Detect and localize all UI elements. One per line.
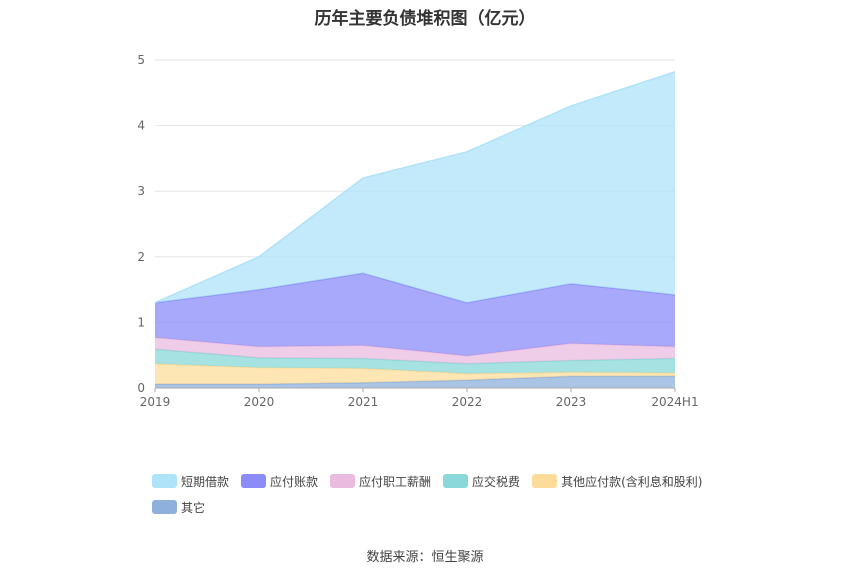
x-tick-label: 2020 <box>244 395 275 409</box>
axes: 0 1 2 3 4 5 2019 2020 2021 2022 2023 2024H1 <box>137 53 698 409</box>
legend-swatch <box>152 474 177 488</box>
y-tick-label: 2 <box>137 250 145 264</box>
legend-item[interactable]: 应交税费 <box>443 472 520 490</box>
chart-title: 历年主要负债堆积图（亿元） <box>314 9 536 29</box>
legend-swatch <box>532 474 558 488</box>
y-tick-label: 5 <box>137 53 145 67</box>
area-series-4 <box>155 273 675 356</box>
x-tick-label: 2021 <box>348 395 379 409</box>
legend-swatch <box>152 500 177 514</box>
chart-legend: 短期借款 应付账款 应付职工薪酬 应交税费 其他应付款(含利息和股利) 其它 <box>152 472 752 516</box>
legend-swatch <box>330 474 356 488</box>
x-tick-label: 2024H1 <box>651 395 698 409</box>
legend-label: 短期借款 <box>181 474 230 489</box>
legend-swatch <box>443 474 469 488</box>
legend-label: 应付职工薪酬 <box>359 474 432 489</box>
legend-label: 其他应付款(含利息和股利) <box>561 474 703 489</box>
legend-item[interactable]: 应付账款 <box>241 472 318 490</box>
y-tick-label: 4 <box>137 119 145 133</box>
legend-swatch <box>241 474 267 488</box>
legend-label: 应交税费 <box>472 474 521 489</box>
data-source-note: 数据来源：恒生聚源 <box>366 550 484 565</box>
y-tick-label: 1 <box>137 315 145 329</box>
legend-item[interactable]: 短期借款 <box>152 472 229 490</box>
legend-label: 其它 <box>181 500 206 515</box>
legend-label: 应付账款 <box>270 474 319 489</box>
x-tick-label: 2019 <box>140 395 171 409</box>
area-series-5 <box>155 71 675 303</box>
y-tick-label: 3 <box>137 184 145 198</box>
x-tick-label: 2022 <box>452 395 483 409</box>
x-tick-label: 2023 <box>556 395 587 409</box>
legend-item[interactable]: 其它 <box>152 498 205 516</box>
legend-item[interactable]: 应付职工薪酬 <box>330 472 431 490</box>
legend-item[interactable]: 其他应付款(含利息和股利) <box>532 472 702 490</box>
area-series-line-5 <box>154 71 676 304</box>
y-tick-label: 0 <box>137 381 145 395</box>
area-series-1 <box>155 363 675 385</box>
area-series-group <box>154 71 676 388</box>
